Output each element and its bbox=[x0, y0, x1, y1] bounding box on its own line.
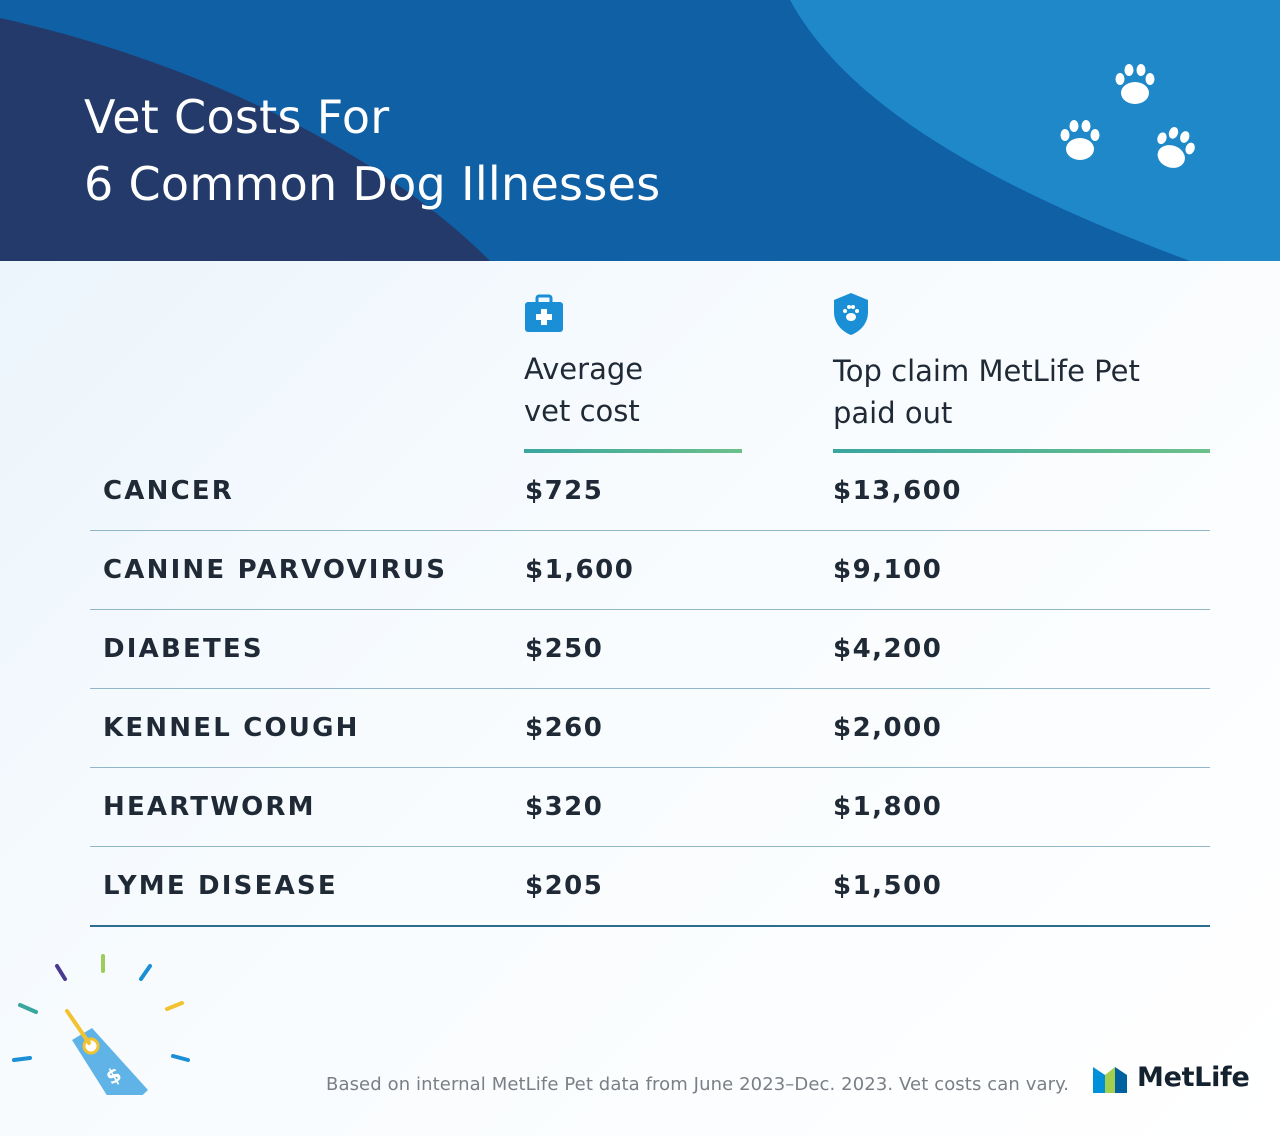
average-cost-value: $205 bbox=[525, 871, 604, 901]
shield-paw-icon bbox=[834, 293, 868, 335]
table-row: DIABETES $250 $4,200 bbox=[90, 610, 1210, 689]
average-cost-value: $725 bbox=[525, 476, 604, 506]
table-row: CANCER $725 $13,600 bbox=[90, 452, 1210, 531]
column-header-average: Average vet cost bbox=[524, 292, 643, 432]
top-header-line-2: paid out bbox=[833, 396, 953, 430]
title-line-2: 6 Common Dog Illnesses bbox=[84, 157, 661, 211]
top-claim-column-rule bbox=[833, 449, 1210, 453]
table-row: HEARTWORM $320 $1,800 bbox=[90, 768, 1210, 847]
cost-table: CANCER $725 $13,600 CANINE PARVOVIRUS $1… bbox=[90, 452, 1210, 927]
footnote: Based on internal MetLife Pet data from … bbox=[326, 1074, 1070, 1095]
top-claim-value: $13,600 bbox=[833, 476, 962, 506]
metlife-logo-text: MetLife bbox=[1137, 1062, 1250, 1093]
illness-name: LYME DISEASE bbox=[103, 871, 338, 901]
avg-header-line-1: Average bbox=[524, 352, 644, 386]
top-claim-value: $2,000 bbox=[833, 713, 943, 743]
illness-name: HEARTWORM bbox=[103, 792, 316, 822]
table-row: CANINE PARVOVIRUS $1,600 $9,100 bbox=[90, 531, 1210, 610]
table-row: LYME DISEASE $205 $1,500 bbox=[90, 847, 1210, 927]
table-row: KENNEL COUGH $260 $2,000 bbox=[90, 689, 1210, 768]
title-line-1: Vet Costs For bbox=[84, 90, 390, 144]
top-claim-value: $1,500 bbox=[833, 871, 943, 901]
illness-name: CANINE PARVOVIRUS bbox=[103, 555, 448, 585]
metlife-logo: MetLife bbox=[1093, 1062, 1250, 1093]
avg-header-line-2: vet cost bbox=[524, 394, 640, 428]
average-cost-value: $1,600 bbox=[525, 555, 635, 585]
average-column-rule bbox=[524, 449, 742, 453]
paw-prints-icon bbox=[1060, 64, 1195, 168]
metlife-logo-mark-icon bbox=[1093, 1066, 1127, 1093]
top-claim-value: $1,800 bbox=[833, 792, 943, 822]
page-title: Vet Costs For 6 Common Dog Illnesses bbox=[84, 84, 660, 218]
average-cost-value: $320 bbox=[525, 792, 604, 822]
header-banner: Vet Costs For 6 Common Dog Illnesses bbox=[0, 0, 1280, 261]
price-tag-icon: $ bbox=[12, 954, 190, 1095]
average-cost-value: $260 bbox=[525, 713, 604, 743]
column-header-top-claim: Top claim MetLife Pet paid out bbox=[833, 292, 1140, 434]
top-claim-value: $9,100 bbox=[833, 555, 943, 585]
average-cost-value: $250 bbox=[525, 634, 604, 664]
illness-name: DIABETES bbox=[103, 634, 264, 664]
illness-name: KENNEL COUGH bbox=[103, 713, 360, 743]
top-claim-value: $4,200 bbox=[833, 634, 943, 664]
medical-kit-icon bbox=[525, 294, 563, 332]
illness-name: CANCER bbox=[103, 476, 235, 506]
top-header-line-1: Top claim MetLife Pet bbox=[833, 354, 1140, 388]
